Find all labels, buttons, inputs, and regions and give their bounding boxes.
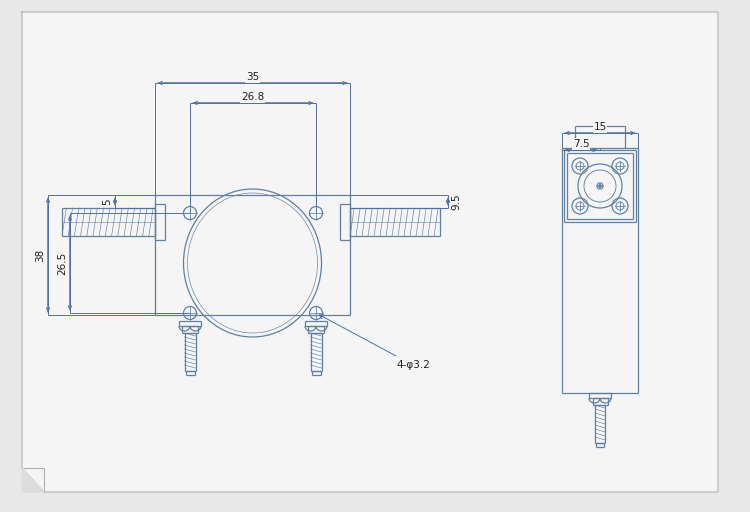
Text: 4-φ3.2: 4-φ3.2 — [320, 315, 430, 370]
Text: 26.5: 26.5 — [57, 251, 67, 274]
Text: 7.5: 7.5 — [573, 139, 590, 149]
Polygon shape — [22, 468, 44, 492]
Text: 9.5: 9.5 — [451, 193, 461, 210]
Polygon shape — [22, 12, 718, 492]
Text: 35: 35 — [246, 72, 259, 82]
Text: 38: 38 — [35, 248, 45, 262]
Circle shape — [598, 185, 602, 187]
Text: 5: 5 — [102, 198, 112, 205]
Text: 15: 15 — [593, 122, 607, 132]
Text: 26.8: 26.8 — [241, 92, 264, 102]
